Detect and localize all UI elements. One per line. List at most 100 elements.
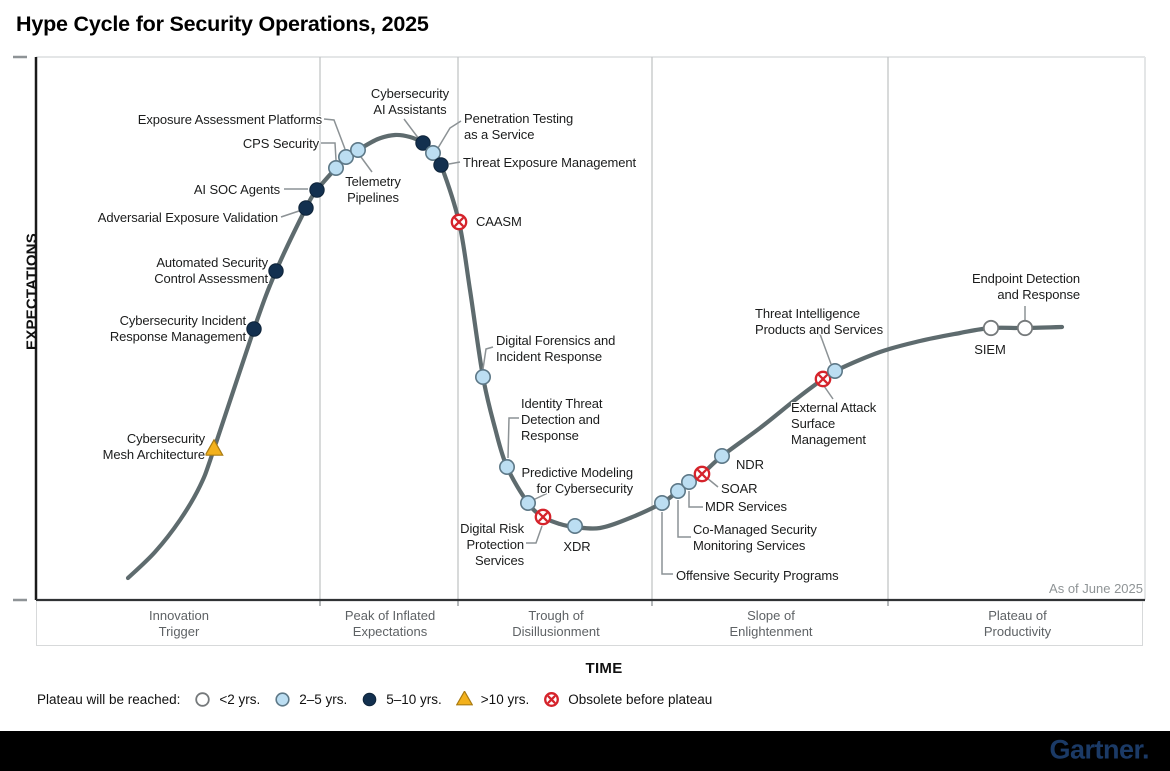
marker-cybersecurity-incident-response-management [246, 321, 262, 337]
legend-gt10-glyph [455, 691, 473, 706]
connector-threat-exposure-management [448, 161, 461, 165]
marker-cps-security [327, 160, 344, 177]
legend-item-label: 5–10 yrs. [386, 692, 442, 707]
label-digital-forensics-and-incident-response: Digital Forensics and Incident Response [496, 333, 616, 364]
label-identity-threat-detection-and-response: Identity Threat Detection and Response [521, 396, 603, 443]
legend-item-2-yrs: <2 yrs. [194, 691, 260, 708]
y-axis-label: EXPECTATIONS [23, 233, 41, 350]
connector-penetration-testing-as-a-service [437, 120, 462, 149]
x-axis-label: TIME [585, 660, 623, 677]
label-exposure-assessment-platforms: Exposure Assessment Platforms [137, 112, 322, 127]
label-threat-exposure-management: Threat Exposure Management [463, 155, 636, 170]
legend-item-label: >10 yrs. [480, 692, 530, 707]
marker-threat-exposure-management [433, 157, 449, 173]
marker-automated-security-control-assessment [268, 263, 284, 279]
legend-5-10-icon [362, 692, 377, 707]
connector-predictive-modeling-for-cybersecurity [532, 491, 551, 501]
label-offensive-security-programs: Offensive Security Programs [676, 568, 839, 583]
label-cybersecurity-ai-assistants: Cybersecurity AI Assistants [370, 86, 450, 117]
marker-identity-threat-detection-and-response [498, 458, 515, 475]
marker-exposure-assessment-platforms [337, 149, 354, 166]
label-predictive-modeling-for-cybersecurity: Predictive Modeling for Cybersecurity [521, 465, 633, 496]
legend-obsolete-icon [544, 692, 560, 707]
connector-mdr-services [688, 491, 703, 508]
legend-item-obsolete-before-plateau: Obsolete before plateau [543, 691, 712, 708]
marker-endpoint-detection-and-response [1016, 319, 1034, 337]
label-mdr-services: MDR Services [705, 499, 787, 514]
marker-cybersecurity-mesh-architecture [204, 438, 224, 456]
label-telemetry-pipelines: Telemetry Pipelines [345, 174, 401, 205]
label-caasm: CAASM [476, 214, 522, 229]
connector-threat-intelligence-products-and-services [819, 333, 832, 365]
marker-digital-risk-protection-services-x [538, 512, 548, 522]
marker-co-managed-security-monitoring-services [669, 482, 686, 499]
phase-label-plateau-of-productivity: Plateau of Productivity [983, 607, 1052, 639]
label-cybersecurity-mesh-architecture: Cybersecurity Mesh Architecture [102, 431, 205, 462]
footer-bar: Gartner. [0, 731, 1170, 771]
legend-prefix: Plateau will be reached: [37, 692, 181, 707]
label-adversarial-exposure-validation: Adversarial Exposure Validation [97, 210, 278, 225]
gartner-logo: Gartner. [1049, 734, 1149, 765]
connector-adversarial-exposure-validation [280, 209, 303, 218]
as-of-date: As of June 2025 [1049, 581, 1143, 596]
label-siem: SIEM [974, 342, 1006, 357]
label-threat-intelligence-products-and-services: Threat Intelligence Products and Service… [755, 306, 883, 337]
label-ndr: NDR [736, 457, 764, 472]
marker-soar-x [697, 469, 707, 479]
phase-label-trough-of-disillusionment: Trough of Disillusionment [512, 607, 600, 639]
marker-cybersecurity-ai-assistants [415, 135, 431, 151]
legend-2-5-icon [275, 692, 290, 707]
marker-caasm-x [454, 217, 464, 227]
legend: Plateau will be reached: <2 yrs. 2–5 yrs.… [37, 691, 712, 708]
legend-lt2-glyph [195, 692, 211, 707]
connector-co-managed-security-monitoring-services [677, 500, 691, 538]
label-cybersecurity-incident-response-management: Cybersecurity Incident Response Manageme… [109, 313, 246, 344]
legend-item-5-10-yrs: 5–10 yrs. [361, 691, 442, 708]
connector-offensive-security-programs [661, 512, 673, 575]
phase-label-peak-of-inflated-expectations: Peak of Inflated Expectations [344, 607, 436, 639]
marker-offensive-security-programs [653, 494, 670, 511]
label-cps-security: CPS Security [242, 136, 319, 151]
marker-siem [982, 319, 1000, 337]
legend-item-2-5-yrs: 2–5 yrs. [274, 691, 347, 708]
label-digital-risk-protection-services: Digital Risk Protection Services [460, 521, 524, 568]
page-title: Hype Cycle for Security Operations, 2025 [16, 12, 429, 36]
connector-telemetry-pipelines [360, 156, 373, 173]
connector-cybersecurity-ai-assistants [403, 118, 420, 140]
legend-5-10-glyph [362, 692, 377, 707]
phase-label-innovation-trigger: Innovation Trigger [149, 607, 209, 639]
phase-label-slope-of-enlightenment: Slope of Enlightenment [729, 607, 813, 639]
legend-obsolete-glyph-x [547, 695, 556, 704]
connector-soar [706, 477, 719, 488]
legend-lt2-icon [195, 692, 211, 707]
legend-2-5-glyph [275, 692, 290, 707]
label-external-attack-surface-management: External Attack Surface Management [791, 400, 877, 447]
connector-exposure-assessment-platforms [323, 118, 346, 150]
label-co-managed-security-monitoring-services: Co-Managed Security Monitoring Services [693, 522, 817, 553]
connector-external-attack-surface-management [823, 385, 834, 400]
marker-ai-soc-agents [309, 182, 325, 198]
legend-gt10-icon [455, 691, 473, 706]
legend-item-10-yrs: >10 yrs. [455, 691, 530, 708]
label-soar: SOAR [721, 481, 758, 496]
legend-item-label: Obsolete before plateau [568, 692, 713, 707]
marker-threat-intelligence-products-and-services [826, 362, 843, 379]
connector-digital-risk-protection-services [526, 525, 543, 544]
marker-ndr [713, 447, 730, 464]
marker-digital-forensics-and-incident-response [474, 368, 491, 385]
marker-adversarial-exposure-validation [298, 200, 314, 216]
marker-penetration-testing-as-a-service [424, 145, 441, 162]
legend-item-label: <2 yrs. [219, 692, 261, 707]
connector-digital-forensics-and-incident-response [482, 346, 494, 370]
label-ai-soc-agents: AI SOC Agents [193, 182, 280, 197]
phase-band: Innovation Trigger Peak of Inflated Expec… [36, 601, 1143, 646]
label-automated-security-control-assessment: Automated Security Control Assessment [154, 255, 268, 286]
legend-item-label: 2–5 yrs. [299, 692, 348, 707]
marker-xdr [566, 517, 583, 534]
connector-cps-security [321, 142, 337, 161]
marker-predictive-modeling-for-cybersecurity [519, 494, 536, 511]
marker-external-attack-surface-management-x [818, 374, 828, 384]
marker-telemetry-pipelines [349, 142, 366, 159]
